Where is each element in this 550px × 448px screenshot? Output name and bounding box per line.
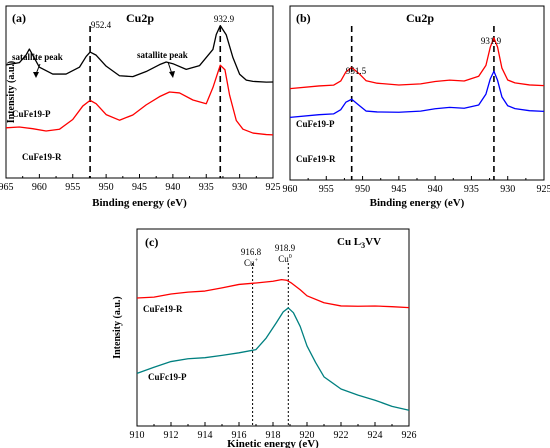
series-label: CuFe19-R [143, 304, 183, 314]
x-tick-label: 940 [428, 184, 443, 195]
arrow-head-icon [169, 71, 175, 78]
x-tick-label: 940 [165, 182, 180, 193]
x-tick-label: 950 [99, 182, 114, 193]
series-line [136, 278, 410, 309]
series-line [289, 37, 545, 90]
peak-label: 916.8 [241, 247, 262, 257]
y-axis-label: Intensity (a.u.) [6, 61, 17, 124]
panel-1: 965 960 955 950 945 940 935 930 925 Binding energ… [0, 5, 281, 209]
x-tick-label: 924 [368, 430, 383, 441]
x-axis-label: Binding energy (eV) [370, 197, 465, 209]
x-tick-label: 935 [199, 182, 214, 193]
x-axis-label: Binding energy (eV) [92, 197, 187, 209]
x-tick-label: 925 [266, 182, 281, 193]
panel-label: (b) [296, 11, 311, 25]
x-tick-label: 916 [232, 430, 247, 441]
x-tick-label: 910 [130, 430, 145, 441]
x-tick-label: 945 [132, 182, 147, 193]
x-tick-label: 945 [391, 184, 406, 195]
x-tick-label: 925 [537, 184, 550, 195]
peak-label: 918.9 [275, 243, 296, 253]
x-tick-label: 926 [402, 430, 417, 441]
x-tick-label: 935 [464, 184, 479, 195]
y-axis-label: Intensity (a.u.) [112, 296, 123, 359]
arrow-head-icon [33, 72, 39, 78]
series-label: CuFe19-R [22, 152, 62, 162]
x-tick-label: 965 [0, 182, 14, 193]
x-tick-label: 930 [232, 182, 247, 193]
peak-label: 931.9 [481, 36, 502, 46]
x-tick-label: 920 [300, 430, 315, 441]
x-tick-label: 955 [319, 184, 334, 195]
panel-label: (a) [12, 11, 26, 25]
peak-label: 951.5 [346, 66, 367, 76]
panel-label: (c) [145, 235, 158, 249]
x-tick-label: 912 [164, 430, 179, 441]
x-tick-label: 922 [334, 430, 349, 441]
series-label: CuFe19-P [296, 119, 335, 129]
peak-label: 932.9 [214, 14, 235, 24]
x-axis-label: Kinetic energy (eV) [227, 438, 319, 448]
annotation-label: satallite peak [12, 52, 63, 62]
series-label: CuFc19-P [148, 372, 187, 382]
series-label: CuFe19-P [12, 109, 51, 119]
panel-2: 960 955 950 945 940 935 930 925 Binding energy (… [283, 5, 550, 209]
panel-title: Cu2p [126, 11, 154, 25]
x-tick-label: 914 [198, 430, 213, 441]
peak-label: 952.4 [91, 20, 112, 30]
series-line [289, 70, 545, 119]
x-tick-label: 955 [65, 182, 80, 193]
x-tick-label: 960 [283, 184, 298, 195]
panel-title: Cu L3VV [337, 236, 381, 250]
x-tick-label: 960 [32, 182, 47, 193]
panel-3: 910 912 914 916 918 920 922 924 926 Kinetic energ… [112, 228, 417, 448]
species-label: Cu0 [278, 254, 292, 264]
species-label: Cu+ [244, 258, 259, 268]
series-label: CuFe19-R [296, 154, 336, 164]
series-line [136, 307, 410, 411]
panel-title: Cu2p [406, 11, 434, 25]
annotation-label: satallite peak [137, 50, 188, 60]
x-tick-label: 918 [266, 430, 281, 441]
series-line [5, 24, 274, 83]
x-tick-label: 930 [500, 184, 515, 195]
x-tick-label: 950 [355, 184, 370, 195]
series-line [5, 64, 274, 136]
